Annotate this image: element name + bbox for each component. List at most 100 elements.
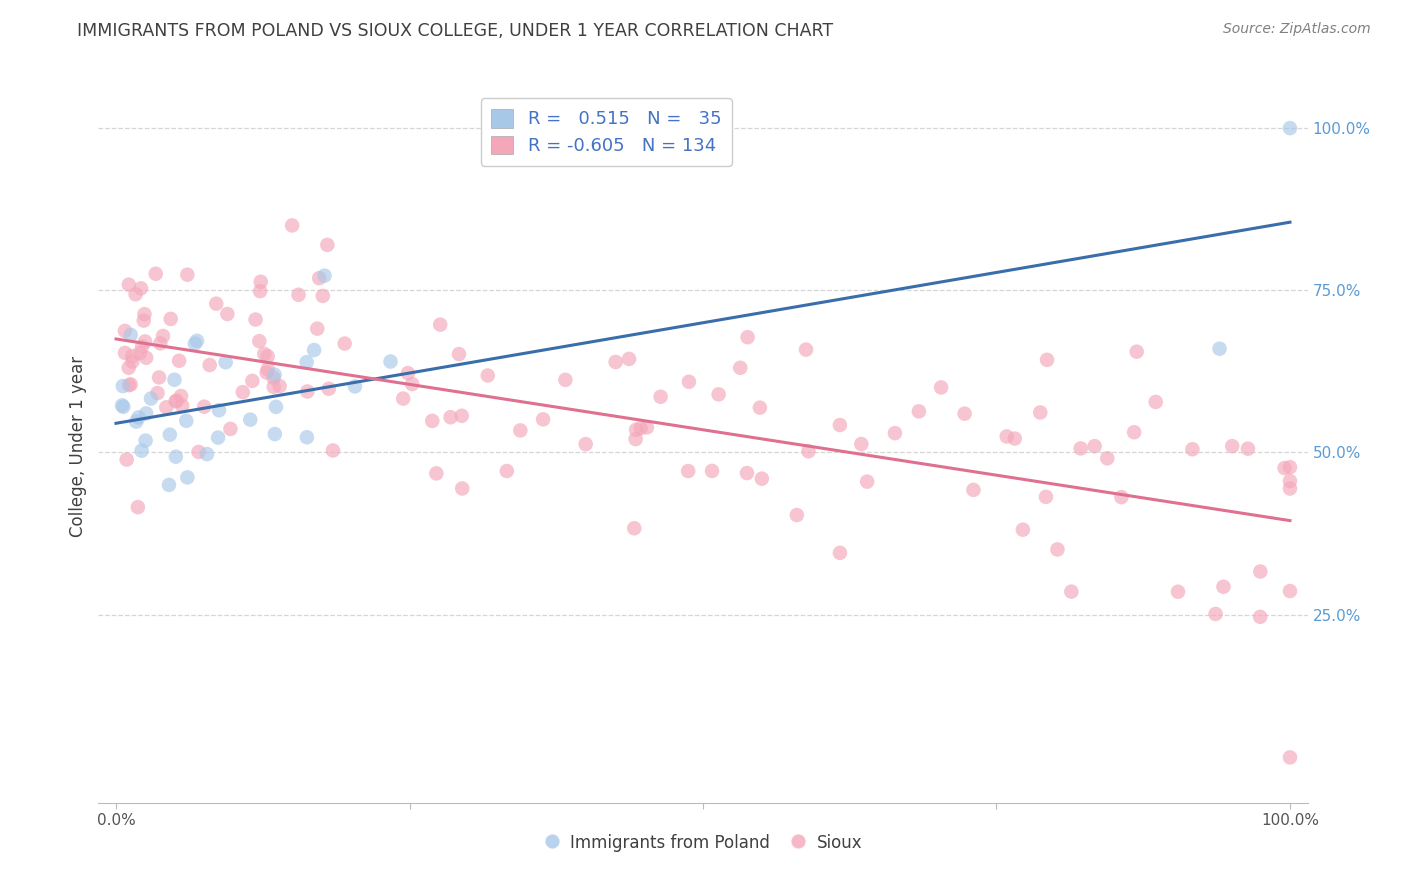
Point [636, 420, 658, 434]
Point [135, 351, 157, 365]
Point [1237, 442, 1260, 456]
Point [135, 434, 157, 448]
Point [253, 347, 276, 361]
Point [707, 387, 730, 401]
Point [908, 404, 931, 418]
Point [333, 336, 356, 351]
Point [1212, 580, 1234, 594]
Point [575, 437, 598, 451]
Point [120, 327, 142, 342]
Point [308, 271, 330, 285]
Point [700, 464, 723, 478]
Point [735, 466, 758, 480]
Point [139, 392, 162, 406]
Point [728, 360, 751, 375]
Point [953, 407, 976, 421]
Point [157, 478, 180, 492]
Point [242, 374, 264, 388]
Point [962, 483, 984, 497]
Point [302, 343, 325, 357]
Point [751, 472, 773, 486]
Point [131, 443, 153, 458]
Point [1278, 584, 1301, 599]
Point [1144, 395, 1167, 409]
Point [148, 370, 170, 384]
Point [1278, 482, 1301, 496]
Point [650, 390, 672, 404]
Point [187, 445, 209, 459]
Point [129, 281, 152, 295]
Point [129, 346, 152, 360]
Point [297, 384, 319, 399]
Point [167, 353, 190, 368]
Point [1004, 432, 1026, 446]
Point [239, 412, 262, 426]
Point [159, 427, 181, 442]
Point [1060, 584, 1083, 599]
Point [217, 307, 239, 321]
Point [134, 307, 156, 321]
Point [450, 409, 472, 423]
Point [396, 366, 419, 380]
Point [343, 379, 366, 393]
Point [121, 349, 143, 363]
Point [318, 382, 340, 396]
Point [176, 470, 198, 484]
Point [186, 334, 208, 348]
Point [748, 401, 770, 415]
Point [256, 362, 278, 376]
Point [828, 546, 851, 560]
Point [166, 393, 188, 408]
Point [170, 389, 193, 403]
Point [165, 394, 187, 409]
Point [307, 321, 329, 335]
Point [1029, 405, 1052, 419]
Point [163, 373, 186, 387]
Point [1278, 460, 1301, 475]
Point [205, 296, 228, 310]
Y-axis label: College, Under 1 year: College, Under 1 year [69, 355, 87, 537]
Point [287, 287, 309, 301]
Point [256, 366, 278, 380]
Point [262, 371, 284, 385]
Point [676, 464, 699, 478]
Point [856, 475, 879, 489]
Point [786, 508, 808, 522]
Point [624, 432, 647, 446]
Point [249, 284, 271, 298]
Point [295, 430, 318, 444]
Point [617, 351, 640, 366]
Point [1111, 490, 1133, 504]
Point [1035, 490, 1057, 504]
Point [623, 521, 645, 535]
Point [127, 500, 149, 515]
Point [132, 313, 155, 327]
Point [207, 431, 229, 445]
Point [114, 346, 136, 360]
Point [193, 400, 215, 414]
Text: Source: ZipAtlas.com: Source: ZipAtlas.com [1223, 22, 1371, 37]
Point [929, 380, 952, 394]
Point [145, 267, 167, 281]
Point [159, 311, 181, 326]
Point [995, 429, 1018, 443]
Point [176, 268, 198, 282]
Point [884, 426, 907, 441]
Point [429, 318, 451, 332]
Point [245, 312, 267, 326]
Point [439, 410, 461, 425]
Point [198, 358, 221, 372]
Point [115, 452, 138, 467]
Point [214, 355, 236, 369]
Point [1249, 610, 1271, 624]
Point [124, 287, 146, 301]
Point [232, 385, 254, 400]
Point [1278, 750, 1301, 764]
Point [146, 386, 169, 401]
Point [1249, 565, 1271, 579]
Point [264, 400, 287, 414]
Point [322, 443, 344, 458]
Point [1046, 542, 1069, 557]
Point [247, 334, 270, 348]
Legend: Immigrants from Poland, Sioux: Immigrants from Poland, Sioux [537, 828, 869, 859]
